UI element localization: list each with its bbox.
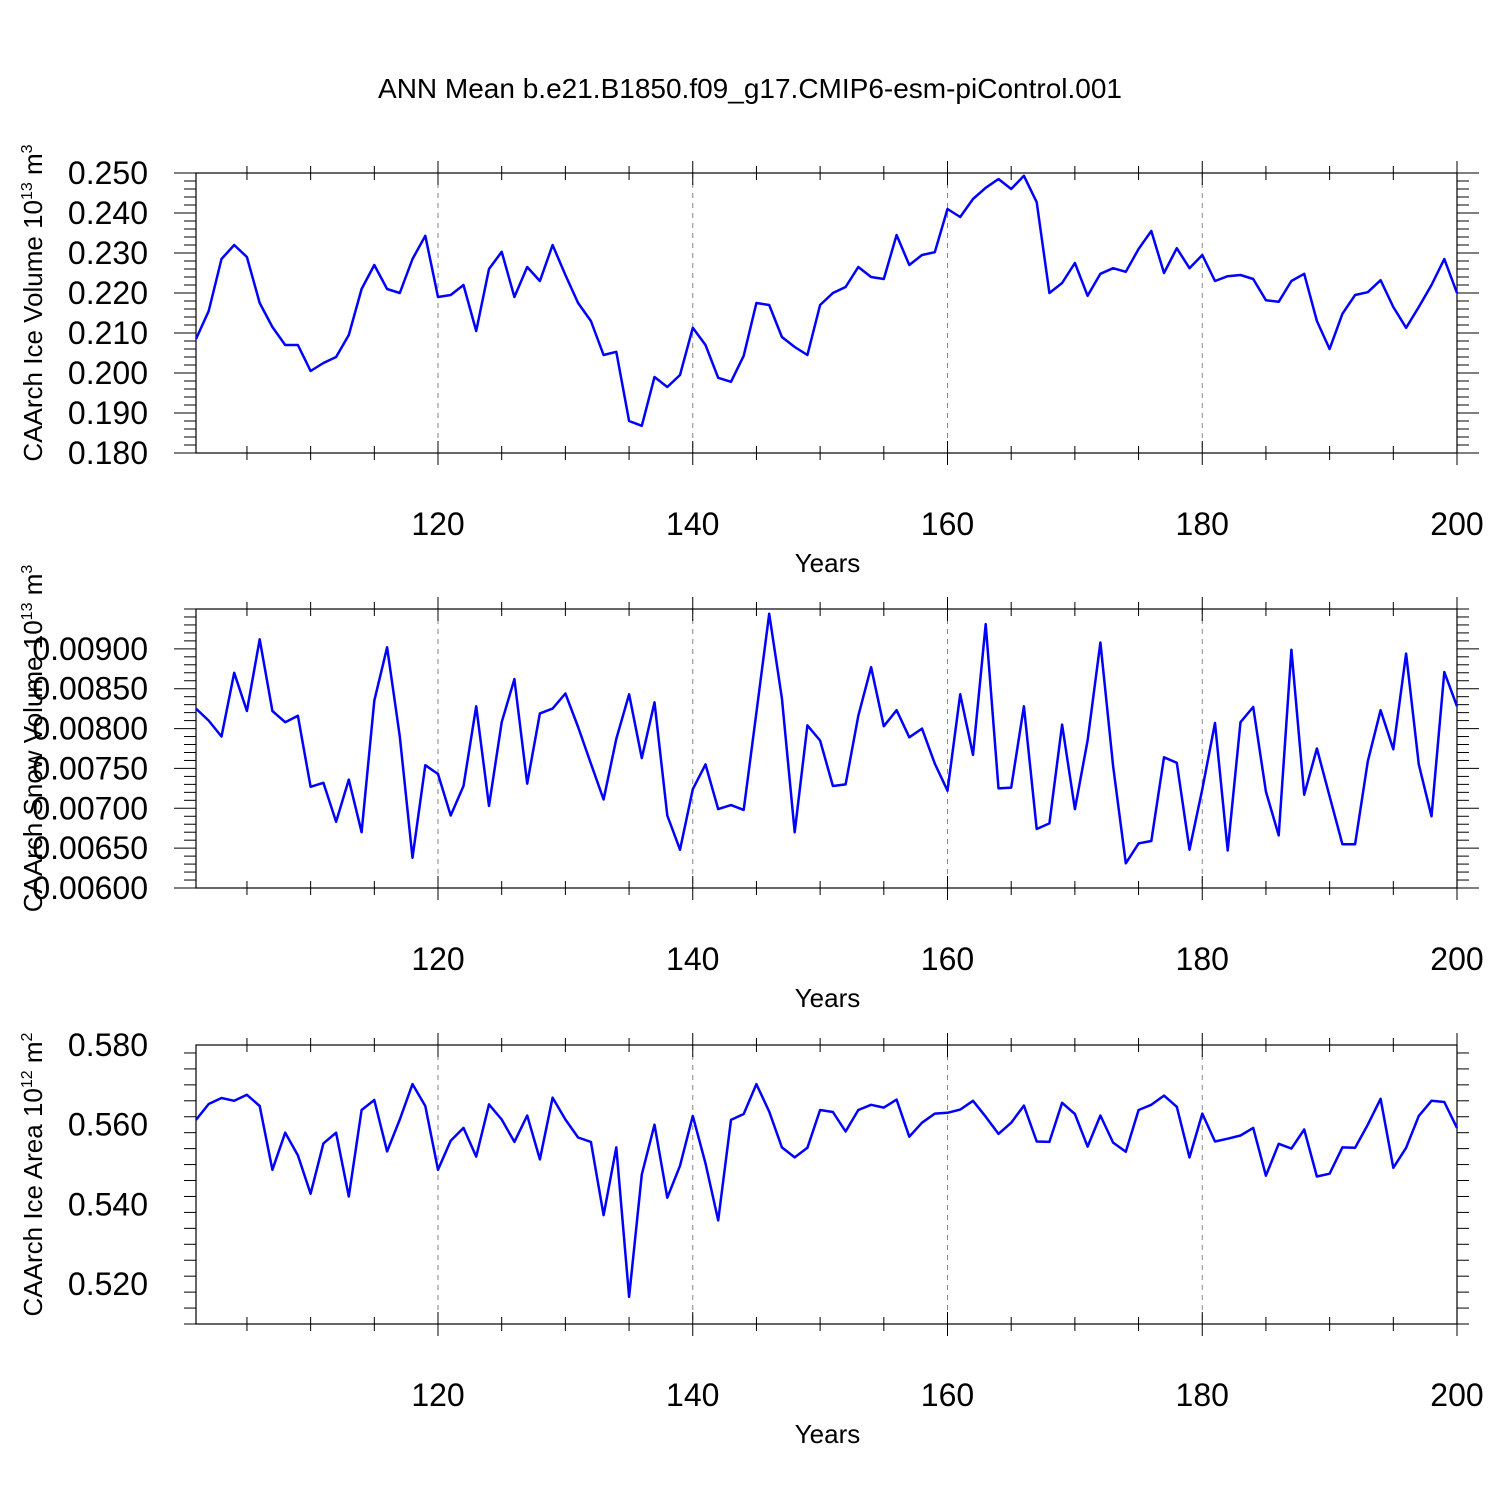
y-tick-label: 0.220	[68, 275, 148, 311]
figure-title: ANN Mean b.e21.B1850.f09_g17.CMIP6-esm-p…	[378, 73, 1122, 104]
x-axis-label: Years	[795, 1419, 861, 1449]
y-tick-label: 0.230	[68, 235, 148, 271]
x-tick-label: 140	[666, 1377, 719, 1413]
x-tick-label: 160	[921, 1377, 974, 1413]
y-tick-label: 0.180	[68, 435, 148, 471]
y-tick-label: 0.00650	[32, 830, 148, 866]
y-tick-label: 0.240	[68, 195, 148, 231]
x-tick-label: 120	[411, 1377, 464, 1413]
x-axis-label: Years	[795, 548, 861, 578]
y-tick-label: 0.190	[68, 395, 148, 431]
x-axis-label: Years	[795, 983, 861, 1013]
y-tick-label: 0.00850	[32, 671, 148, 707]
x-tick-label: 200	[1430, 941, 1483, 977]
x-tick-label: 160	[921, 941, 974, 977]
y-axis-label: CAArch Ice Area 1012 m2	[18, 1032, 48, 1316]
y-tick-label: 0.560	[68, 1107, 148, 1143]
y-tick-label: 0.250	[68, 155, 148, 191]
y-tick-label: 0.00800	[32, 711, 148, 747]
x-tick-label: 140	[666, 506, 719, 542]
y-tick-label: 0.00900	[32, 631, 148, 667]
x-tick-label: 160	[921, 506, 974, 542]
x-tick-label: 120	[411, 941, 464, 977]
x-tick-label: 120	[411, 506, 464, 542]
y-tick-label: 0.580	[68, 1027, 148, 1063]
x-tick-label: 180	[1176, 941, 1229, 977]
y-axis-label: CAArch Ice Volume 1013 m3	[18, 144, 48, 461]
y-tick-label: 0.210	[68, 315, 148, 351]
y-axis-label: CAArch Snow Volume 1013 m3	[18, 565, 48, 913]
y-tick-label: 0.540	[68, 1186, 148, 1222]
y-tick-label: 0.520	[68, 1266, 148, 1302]
y-tick-label: 0.00750	[32, 750, 148, 786]
x-tick-label: 140	[666, 941, 719, 977]
series-line	[195, 1082, 1459, 1299]
plot-frame	[195, 1044, 1458, 1325]
plot-frame	[195, 608, 1458, 889]
y-tick-label: 0.00600	[32, 870, 148, 906]
ice-area-panel: 0.520 0.540 0.560 0.580 120 140 160 180 200 Years…	[18, 1027, 1484, 1449]
series-line	[194, 174, 1459, 428]
x-tick-label: 180	[1176, 1377, 1229, 1413]
x-tick-label: 200	[1430, 506, 1483, 542]
y-tick-label: 0.200	[68, 355, 148, 391]
ice-volume-panel: 0.180 0.190 0.200 0.210 0.220 0.230 0.240 0.250…	[18, 144, 1484, 578]
series-line	[195, 612, 1459, 865]
x-tick-label: 200	[1430, 1377, 1483, 1413]
x-tick-label: 180	[1176, 506, 1229, 542]
y-tick-label: 0.00700	[32, 790, 148, 826]
plot-frame	[195, 172, 1458, 454]
